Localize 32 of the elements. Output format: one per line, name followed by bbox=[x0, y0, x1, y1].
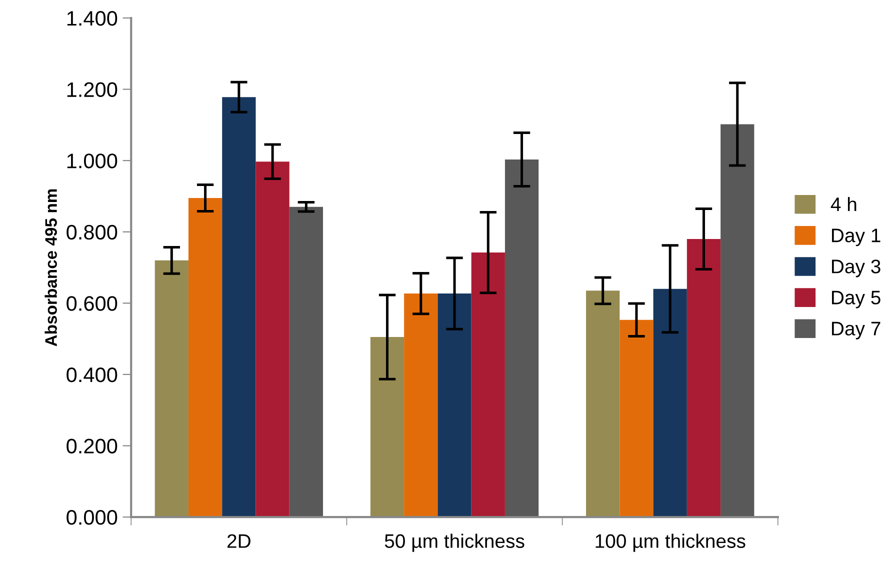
y-tick-label: 1.000 bbox=[67, 154, 118, 168]
legend-label: Day 5 bbox=[832, 290, 880, 308]
bar bbox=[222, 97, 256, 518]
x-tick-label: 2D bbox=[227, 534, 250, 548]
y-tick-label: 1.400 bbox=[67, 10, 118, 26]
bar bbox=[154, 260, 188, 518]
bar bbox=[586, 290, 620, 518]
y-tick-label: 1.200 bbox=[67, 82, 118, 98]
y-tick-label: 0.400 bbox=[66, 367, 118, 382]
bar bbox=[504, 160, 539, 518]
legend-label: Day 1 bbox=[832, 228, 880, 246]
bar bbox=[188, 198, 222, 518]
bar bbox=[653, 288, 687, 518]
bar bbox=[620, 320, 654, 518]
y-tick-label: 0.200 bbox=[66, 438, 118, 454]
x-tick-label: 100 µm thickness bbox=[596, 534, 746, 552]
bar bbox=[370, 337, 404, 518]
y-tick-label: 0.000 bbox=[66, 510, 118, 525]
bar bbox=[471, 252, 505, 518]
bar bbox=[256, 162, 290, 518]
y-axis-title: Absorbance 495 nm bbox=[44, 189, 57, 346]
bar bbox=[404, 294, 438, 518]
bar bbox=[438, 294, 472, 518]
bar bbox=[289, 206, 324, 518]
legend-label: 4 h bbox=[830, 196, 856, 212]
y-tick-label: 0.800 bbox=[66, 224, 118, 240]
y-tick-label: 0.600 bbox=[66, 296, 118, 311]
legend-label: Day 7 bbox=[832, 322, 880, 340]
x-tick-label: 50 µm thickness bbox=[384, 534, 524, 552]
bar bbox=[720, 124, 754, 518]
legend-label: Day 3 bbox=[832, 260, 880, 278]
bar bbox=[686, 238, 721, 518]
